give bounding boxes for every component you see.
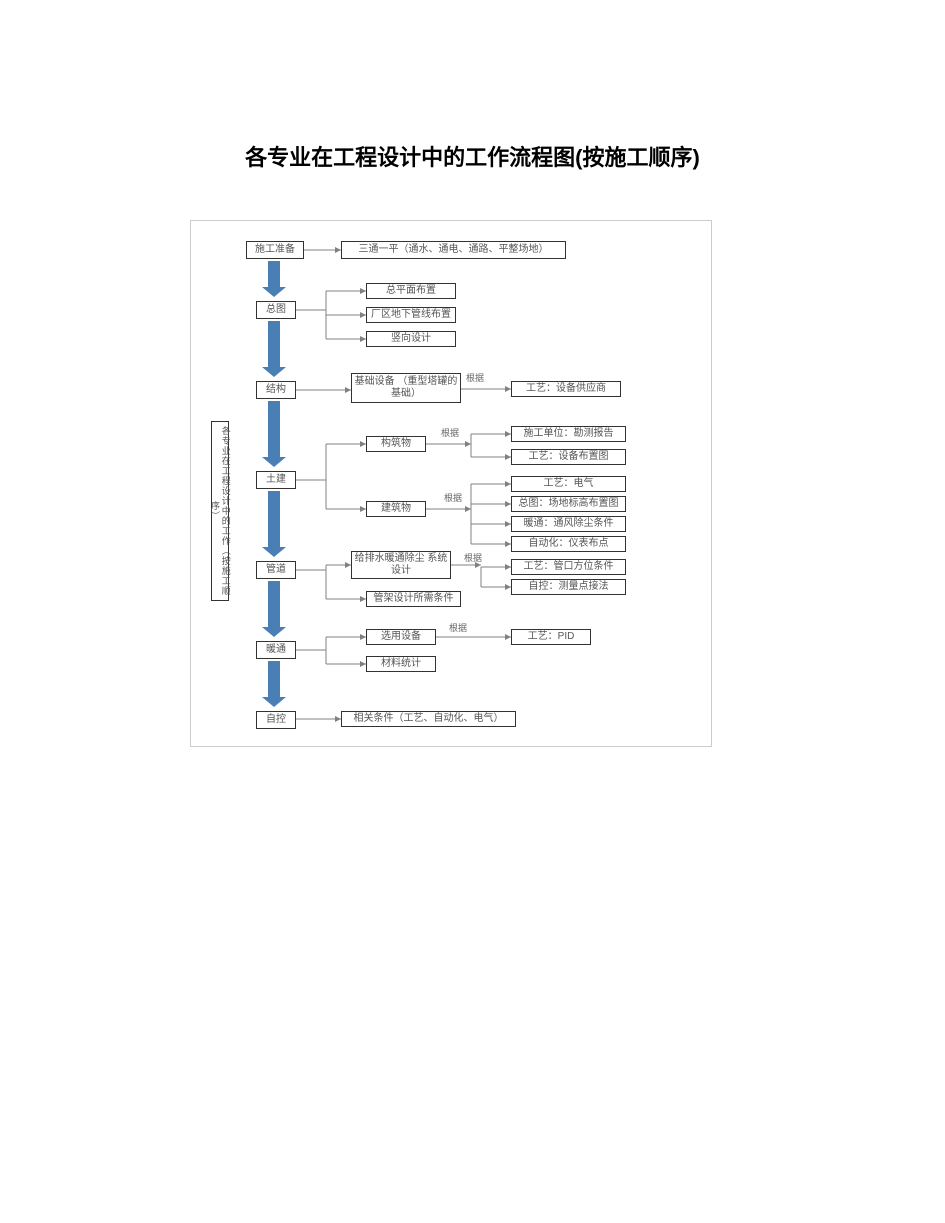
- detail-box-r3b1: 工艺：电气: [511, 476, 626, 492]
- stage-box-p2: 结构: [256, 381, 296, 399]
- stage-box-p6: 自控: [256, 711, 296, 729]
- detail-box-r3a2: 工艺：设备布置图: [511, 449, 626, 465]
- detail-box-r3a: 构筑物: [366, 436, 426, 452]
- flow-arrow: [262, 321, 286, 377]
- detail-box-r1c: 竖向设计: [366, 331, 456, 347]
- detail-box-r1b: 厂区地下管线布置: [366, 307, 456, 323]
- detail-box-r3b3: 暖通：通风除尘条件: [511, 516, 626, 532]
- detail-box-r5a1: 工艺：PID: [511, 629, 591, 645]
- page: 各专业在工程设计中的工作流程图(按施工顺序) 施工准备总图结构土建管道暖通自控 各…: [0, 0, 945, 1223]
- side-caption-box: 各专业在工程设计中的工作（按施工顺序）: [211, 421, 229, 601]
- flow-arrow: [262, 661, 286, 707]
- page-title: 各专业在工程设计中的工作流程图(按施工顺序): [0, 140, 945, 172]
- detail-box-r2: 基础设备 （重型塔罐的基础）: [351, 373, 461, 403]
- flow-arrow: [262, 491, 286, 557]
- detail-box-r4a2: 自控：测量点接法: [511, 579, 626, 595]
- detail-box-r5a: 选用设备: [366, 629, 436, 645]
- detail-box-r3a1: 施工单位：勘测报告: [511, 426, 626, 442]
- stage-box-p1: 总图: [256, 301, 296, 319]
- detail-box-r0: 三通一平（通水、通电、通路、平整场地）: [341, 241, 566, 259]
- flow-arrow: [262, 581, 286, 637]
- detail-box-r5b: 材料统计: [366, 656, 436, 672]
- detail-box-r3b2: 总图：场地标高布置图: [511, 496, 626, 512]
- stage-box-p4: 管道: [256, 561, 296, 579]
- stage-box-p3: 土建: [256, 471, 296, 489]
- stage-box-p5: 暖通: [256, 641, 296, 659]
- detail-box-r4b: 管架设计所需条件: [366, 591, 461, 607]
- flow-arrow: [262, 401, 286, 467]
- detail-box-r4a: 给排水暖通除尘 系统设计: [351, 551, 451, 579]
- flow-arrow: [262, 261, 286, 297]
- basis-label: 根据: [444, 491, 462, 504]
- stage-box-p0: 施工准备: [246, 241, 304, 259]
- detail-box-r3b: 建筑物: [366, 501, 426, 517]
- detail-box-r2a: 工艺：设备供应商: [511, 381, 621, 397]
- basis-label: 根据: [441, 426, 459, 439]
- basis-label: 根据: [464, 551, 482, 564]
- flow-diagram: 施工准备总图结构土建管道暖通自控 各专业在工程设计中的工作（按施工顺序） 三通一平（…: [190, 220, 712, 747]
- detail-box-r3b4: 自动化：仪表布点: [511, 536, 626, 552]
- detail-box-r1a: 总平面布置: [366, 283, 456, 299]
- basis-label: 根据: [466, 371, 484, 384]
- detail-box-r4a1: 工艺：管口方位条件: [511, 559, 626, 575]
- basis-label: 根据: [449, 621, 467, 634]
- detail-box-r6: 相关条件（工艺、自动化、电气）: [341, 711, 516, 727]
